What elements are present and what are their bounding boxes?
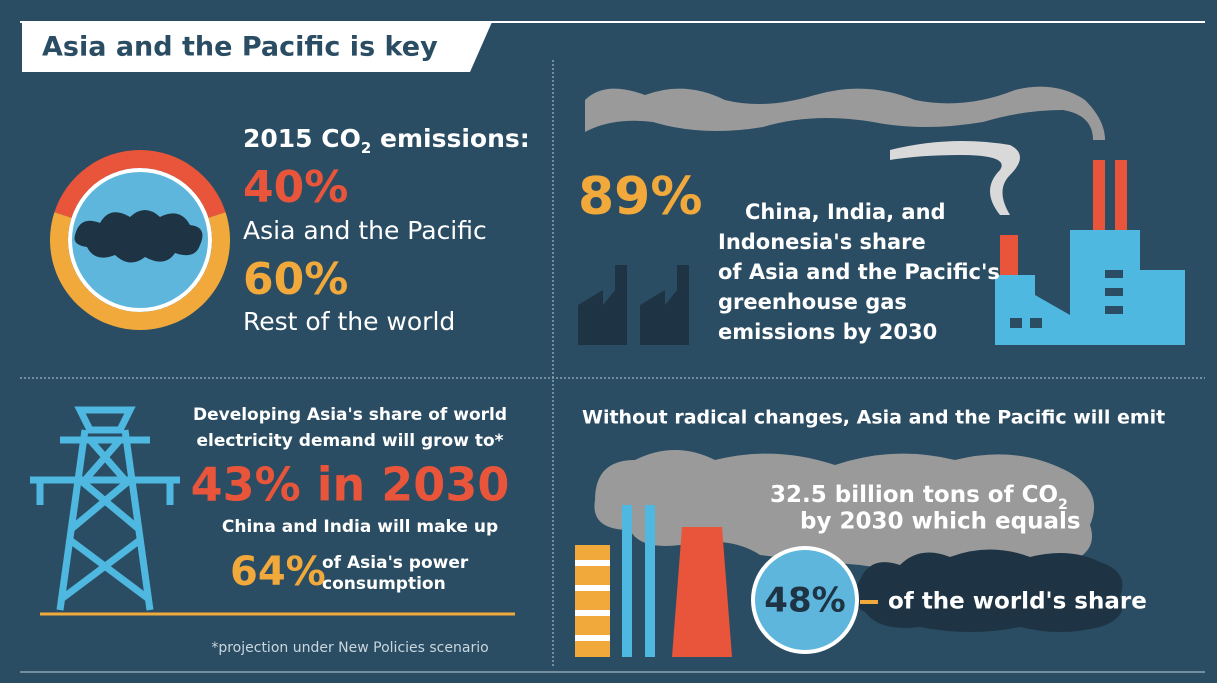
share-figure: 89% bbox=[578, 167, 702, 227]
dark-cloud bbox=[853, 549, 1123, 632]
factories-dark bbox=[578, 265, 689, 345]
emit-amount-post: by 2030 which equals bbox=[800, 509, 1081, 535]
share-line: greenhouse gas bbox=[718, 290, 907, 314]
share-line: Indonesia's share bbox=[718, 230, 926, 254]
electricity-headline: 43% in 2030 bbox=[191, 458, 510, 512]
share-line: emissions by 2030 bbox=[718, 320, 937, 344]
emit-amount: 32.5 billion tons of CO2 bbox=[770, 482, 1068, 514]
emit-heading: Without radical changes, Asia and the Pa… bbox=[582, 407, 1165, 429]
factory bbox=[995, 160, 1185, 345]
donut-segment bbox=[50, 212, 230, 330]
share-text: China, India, and Indonesia's share of Asi… bbox=[718, 200, 1000, 344]
donut-segment bbox=[54, 149, 226, 218]
emit-figure: 48% bbox=[764, 581, 845, 621]
electricity-figure-line: of Asia's power bbox=[322, 553, 469, 573]
smoke-light bbox=[890, 141, 1020, 215]
heading-main: 2015 CO bbox=[243, 124, 361, 153]
item-label: 60% bbox=[243, 254, 348, 305]
item-text: Asia and the Pacific bbox=[243, 216, 487, 245]
title: Asia and the Pacific is key bbox=[42, 32, 438, 63]
item-label: 40% bbox=[243, 162, 348, 213]
share-line: of Asia and the Pacific's bbox=[718, 260, 1000, 284]
heading-sub: 2 bbox=[361, 139, 371, 157]
electricity-subline: China and India will make up bbox=[222, 517, 498, 537]
electricity-figure: 64% bbox=[230, 549, 326, 595]
pylon bbox=[30, 406, 180, 611]
electricity-figure-line: consumption bbox=[322, 574, 446, 594]
footnote: *projection under New Policies scenario bbox=[211, 640, 488, 656]
electricity-line: electricity demand will grow to* bbox=[196, 431, 503, 451]
clouds bbox=[74, 210, 203, 263]
title-box bbox=[22, 22, 492, 72]
emit-figure-text: of the world's share bbox=[888, 589, 1147, 615]
electricity-line: Developing Asia's share of world bbox=[193, 405, 507, 425]
amount-main: 32.5 billion tons of CO bbox=[770, 482, 1058, 508]
share-line: China, India, and bbox=[745, 200, 946, 224]
amount-sub: 2 bbox=[1058, 497, 1068, 513]
globe bbox=[751, 546, 859, 654]
item-text: Rest of the world bbox=[243, 307, 455, 336]
smoke bbox=[585, 86, 1105, 140]
heading-post: emissions: bbox=[371, 124, 529, 153]
chimneys bbox=[575, 505, 732, 657]
emissions-heading: 2015 CO2 emissions: bbox=[243, 124, 530, 157]
